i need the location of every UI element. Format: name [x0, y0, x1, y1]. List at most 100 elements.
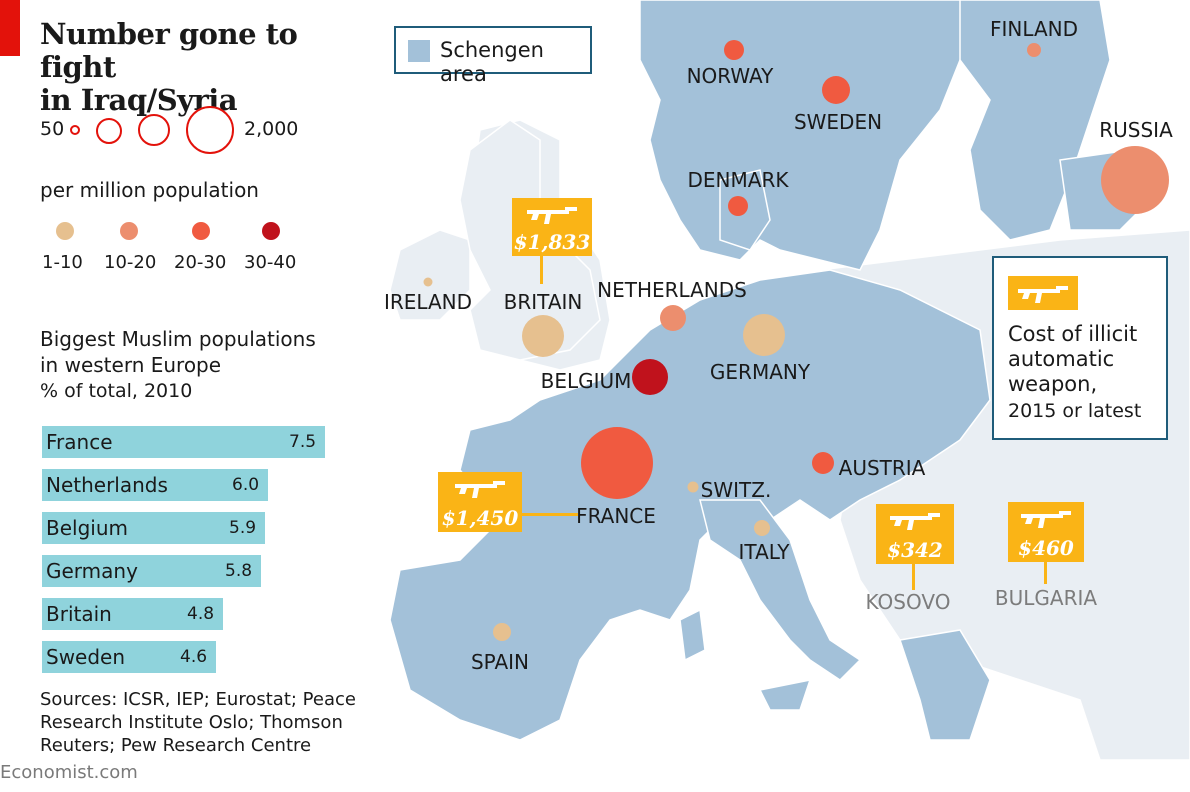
- label-russia: RUSSIA: [1099, 118, 1173, 142]
- rate-label-2: 10-20: [104, 252, 157, 273]
- bar-row: Belgium 5.9: [42, 512, 265, 544]
- bar-row: France 7.5: [42, 426, 325, 458]
- size-legend: 50 2,000: [40, 106, 360, 154]
- rate-label-3: 20-30: [174, 252, 227, 273]
- bar-chart-title: Biggest Muslim populations in western Eu…: [40, 326, 316, 378]
- label-italy: ITALY: [738, 540, 790, 564]
- bubble-belgium: [632, 359, 668, 395]
- bar-value-label: 6.0: [232, 475, 260, 495]
- price-box-britain: $1,833: [512, 198, 592, 256]
- label-sweden: SWEDEN: [793, 110, 883, 134]
- bubble-russia: [1101, 146, 1169, 214]
- legend-panel: Number gone to fight in Iraq/Syria 50 2,…: [0, 0, 372, 792]
- bar: [42, 641, 216, 673]
- weapon-cost-key: Cost of illicit automatic weapon, 2015 o…: [992, 256, 1168, 440]
- key-line1: Cost of illicit: [1008, 322, 1138, 346]
- bubble-italy: [754, 520, 770, 536]
- size-max-label: 2,000: [244, 118, 299, 140]
- title-line1: Number gone to fight: [40, 17, 298, 84]
- bar: [42, 469, 268, 501]
- label-switzerland: SWITZ.: [700, 478, 772, 502]
- bubble-denmark: [728, 196, 748, 216]
- price-stem-bulgaria: [1044, 562, 1047, 584]
- bar-category-label: Sweden: [46, 645, 126, 669]
- rate-legend-title: per million population: [40, 178, 259, 202]
- label-norway: NORWAY: [686, 64, 774, 88]
- bar-row: Germany 5.8: [42, 555, 261, 587]
- bubble-austria: [812, 452, 834, 474]
- key-title: Cost of illicit automatic weapon,: [1008, 322, 1137, 397]
- bubble-switzerland: [687, 481, 699, 493]
- bar-category-label: France: [46, 430, 113, 454]
- price-france: $1,450: [441, 506, 519, 530]
- label-denmark: DENMARK: [687, 168, 789, 192]
- label-spain: SPAIN: [470, 650, 530, 674]
- size-ring-2: [96, 118, 122, 144]
- rate-dot-10-20: [120, 222, 138, 240]
- size-ring-1: [70, 125, 80, 135]
- schengen-swatch: [408, 40, 430, 62]
- label-france: FRANCE: [576, 504, 656, 528]
- rifle-icon: [1021, 511, 1071, 528]
- rate-dot-30-40: [262, 222, 280, 240]
- schengen-label: Schengen area: [440, 38, 544, 86]
- label-britain: BRITAIN: [503, 290, 583, 314]
- bar-row: Britain 4.8: [42, 598, 223, 630]
- bar-chart-subtitle: % of total, 2010: [40, 380, 193, 402]
- bar-category-label: Netherlands: [46, 473, 168, 497]
- bar-category-label: Germany: [46, 559, 138, 583]
- price-britain: $1,833: [513, 230, 591, 254]
- label-kosovo: KOSOVO: [865, 590, 951, 614]
- price-box-kosovo: $342: [876, 504, 954, 564]
- bubble-spain: [493, 623, 511, 641]
- bar: [42, 555, 261, 587]
- rate-label-4: 30-40: [244, 252, 297, 273]
- rifle-icon: [527, 207, 577, 224]
- brand-red-tab: [0, 0, 20, 56]
- bubble-ireland: [423, 277, 433, 287]
- rate-dot-20-30: [192, 222, 210, 240]
- key-subtitle: 2015 or latest: [1008, 400, 1142, 422]
- price-bulgaria: $460: [1018, 536, 1074, 560]
- label-netherlands: NETHERLANDS: [597, 278, 747, 302]
- rifle-icon: [890, 513, 940, 530]
- label-ireland: IRELAND: [383, 290, 473, 314]
- label-germany: GERMANY: [709, 360, 811, 384]
- price-box-bulgaria: $460: [1008, 502, 1084, 562]
- bar: [42, 512, 265, 544]
- bar-row: Netherlands 6.0: [42, 469, 268, 501]
- size-ring-4: [186, 106, 234, 154]
- price-stem-france: [522, 513, 578, 516]
- label-belgium: BELGIUM: [540, 369, 632, 393]
- chart-title: Number gone to fight in Iraq/Syria: [40, 18, 372, 117]
- bar-category-label: Britain: [46, 602, 112, 626]
- label-bulgaria: BULGARIA: [994, 586, 1098, 610]
- bubble-germany: [743, 314, 785, 356]
- size-min-label: 50: [40, 118, 65, 140]
- bubble-france: [581, 427, 653, 499]
- rate-dot-1-10: [56, 222, 74, 240]
- rifle-icon: [455, 481, 505, 498]
- key-gun-swatch: [1008, 276, 1078, 310]
- bubble-finland: [1027, 43, 1041, 57]
- bar-title-line1: Biggest Muslim populations: [40, 327, 316, 351]
- schengen-land: [389, 0, 1151, 741]
- bar: [42, 426, 325, 458]
- key-line2: automatic: [1008, 347, 1115, 371]
- bar: [42, 598, 223, 630]
- key-line3: weapon,: [1008, 372, 1098, 396]
- bar-value-label: 5.9: [229, 518, 257, 538]
- bubble-britain: [522, 315, 564, 357]
- bar-category-label: Belgium: [46, 516, 128, 540]
- price-box-france: $1,450: [438, 472, 522, 532]
- rifle-icon: [1018, 286, 1068, 303]
- label-austria: AUSTRIA: [838, 456, 926, 480]
- label-finland: FINLAND: [989, 17, 1079, 41]
- bar-value-label: 4.8: [187, 604, 215, 624]
- size-ring-3: [138, 114, 170, 146]
- price-stem-kosovo: [912, 564, 915, 590]
- bubble-netherlands: [660, 305, 686, 331]
- price-stem-britain: [540, 256, 543, 284]
- rate-label-1: 1-10: [42, 252, 83, 273]
